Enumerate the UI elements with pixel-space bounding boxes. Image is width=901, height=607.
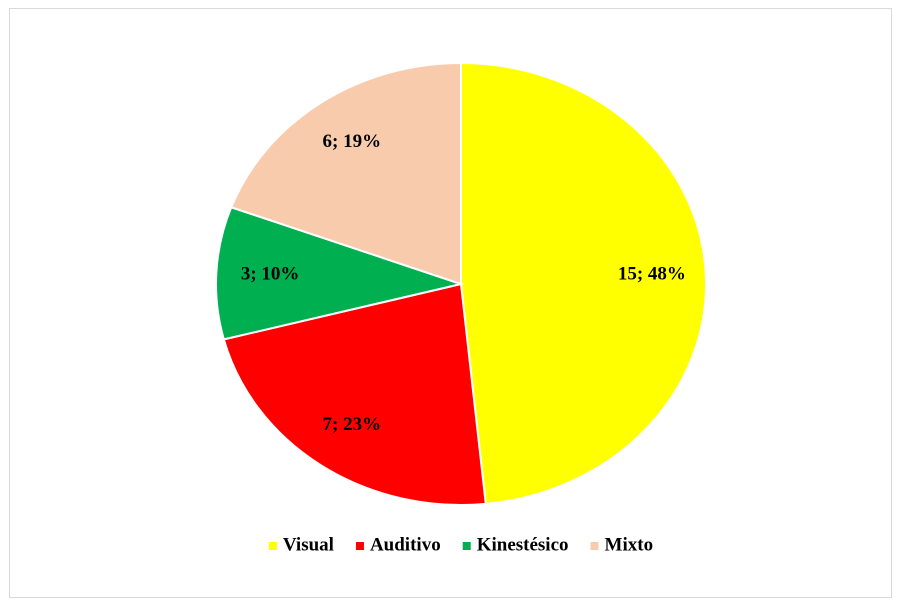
- legend-label: Auditivo: [370, 534, 441, 555]
- legend-marker: [462, 542, 471, 550]
- legend-label: Mixto: [605, 534, 654, 555]
- legend-marker: [590, 542, 599, 550]
- legend-marker: [355, 542, 364, 550]
- pie-slice: [229, 61, 462, 286]
- data-label: 6; 19%: [323, 131, 382, 152]
- pie-slice: [215, 206, 465, 341]
- legend-marker: [268, 542, 277, 550]
- legend-label: Kinestésico: [477, 534, 569, 555]
- legend-label: Visual: [283, 534, 334, 555]
- data-label: 3; 10%: [241, 264, 300, 285]
- data-label: 15; 48%: [618, 264, 686, 285]
- data-label: 7; 23%: [323, 414, 382, 435]
- pie-slice: [222, 282, 487, 506]
- pie-slice: [460, 61, 707, 505]
